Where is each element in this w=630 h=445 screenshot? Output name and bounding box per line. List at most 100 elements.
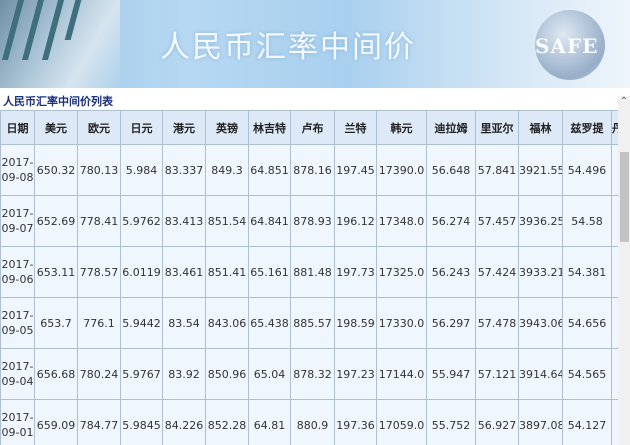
column-header: 英镑: [205, 110, 249, 145]
safe-logo: SAFE: [535, 10, 605, 80]
rate-cell: 880.9: [290, 399, 335, 445]
rate-cell: 878.16: [290, 144, 335, 196]
rate-cell: 56.243: [426, 246, 476, 298]
column-header: 美元: [34, 110, 78, 145]
rate-cell: 57.478: [475, 297, 519, 349]
rate-cell: 54.127: [562, 399, 612, 445]
column-header: 迪拉姆: [426, 110, 476, 145]
column-header: 兰特: [334, 110, 377, 145]
rate-cell: 653.7: [34, 297, 78, 349]
table-row: 2017-09-06 653.11 778.57 6.0119 83.461 851.41…: [0, 246, 618, 298]
table-row: 2017-09-01 659.09 784.77 5.9845 84.226 852.28…: [0, 399, 618, 445]
rate-cell: 5.9845: [120, 399, 163, 445]
column-header: 里亚尔: [475, 110, 519, 145]
rate-cell: 653.11: [34, 246, 78, 298]
rate-cell: 778.57: [77, 246, 121, 298]
rate-cell: 849.3: [205, 144, 249, 196]
building-image: [0, 0, 120, 88]
rate-cell: 197.73: [334, 246, 377, 298]
rate-cell: 197.45: [334, 144, 377, 196]
rate-cell: 5.984: [120, 144, 163, 196]
rate-cell: 17059.0: [376, 399, 427, 445]
rate-cell: 6.0119: [120, 246, 163, 298]
chevron-up-icon[interactable]: ⌃: [619, 96, 629, 107]
rate-cell: 3933.21: [518, 246, 563, 298]
table-row: 2017-09-08 650.32 780.13 5.984 83.337 849.3 64…: [0, 144, 618, 196]
rate-cell: 83.461: [162, 246, 206, 298]
column-header: 日元: [120, 110, 163, 145]
page-title: 人民币汇率中间价: [160, 30, 416, 65]
rate-cell: 881.48: [290, 246, 335, 298]
rate-cell: 17390.0: [376, 144, 427, 196]
rate-cell: 843.06: [205, 297, 249, 349]
rate-cell: 197.23: [334, 348, 377, 400]
rate-cell: 83.337: [162, 144, 206, 196]
rate-cell: 54.565: [562, 348, 612, 400]
rate-cell: 65.04: [248, 348, 291, 400]
column-header: 韩元: [376, 110, 427, 145]
rates-table-container: 日期美元欧元日元港元英镑林吉特卢布兰特韩元迪拉姆里亚尔福林兹罗提丹麦克朗 201…: [0, 110, 618, 445]
date-cell: 2017-09-04: [0, 348, 35, 400]
rate-cell: 5.9442: [120, 297, 163, 349]
rate-cell: 3943.06: [518, 297, 563, 349]
rate-cell: 656.68: [34, 348, 78, 400]
rate-cell: 57.424: [475, 246, 519, 298]
date-cell: 2017-09-08: [0, 144, 35, 196]
rate-cell: 94: [611, 399, 618, 445]
date-cell: 2017-09-06: [0, 246, 35, 298]
rate-cell: 659.09: [34, 399, 78, 445]
rate-cell: 55.947: [426, 348, 476, 400]
date-cell: 2017-09-01: [0, 399, 35, 445]
rate-cell: 650.32: [34, 144, 78, 196]
table-header-row: 日期美元欧元日元港元英镑林吉特卢布兰特韩元迪拉姆里亚尔福林兹罗提丹麦克朗: [0, 110, 618, 145]
rates-table: 日期美元欧元日元港元英镑林吉特卢布兰特韩元迪拉姆里亚尔福林兹罗提丹麦克朗 201…: [0, 110, 618, 445]
rate-cell: 83.54: [162, 297, 206, 349]
rate-cell: 55.752: [426, 399, 476, 445]
rate-cell: 56.927: [475, 399, 519, 445]
rate-cell: 17348.0: [376, 195, 427, 247]
column-header: 日期: [0, 110, 35, 145]
rate-cell: 3914.64: [518, 348, 563, 400]
rate-cell: 784.77: [77, 399, 121, 445]
rate-cell: 57.121: [475, 348, 519, 400]
date-cell: 2017-09-05: [0, 297, 35, 349]
column-header: 港元: [162, 110, 206, 145]
scrollbar-thumb[interactable]: [620, 152, 629, 242]
rate-cell: 65.438: [248, 297, 291, 349]
rate-cell: 780.24: [77, 348, 121, 400]
rate-cell: 57.457: [475, 195, 519, 247]
date-cell: 2017-09-07: [0, 195, 35, 247]
rate-cell: 64.841: [248, 195, 291, 247]
rate-cell: 198.59: [334, 297, 377, 349]
rate-cell: 850.96: [205, 348, 249, 400]
rate-cell: 65.161: [248, 246, 291, 298]
rate-cell: 64.81: [248, 399, 291, 445]
rate-cell: 3936.25: [518, 195, 563, 247]
rate-cell: 780.13: [77, 144, 121, 196]
rate-cell: 83.92: [162, 348, 206, 400]
rate-cell: 776.1: [77, 297, 121, 349]
rate-cell: 878.93: [290, 195, 335, 247]
vertical-scrollbar[interactable]: ⌃: [618, 96, 630, 445]
rate-cell: 56.274: [426, 195, 476, 247]
rate-cell: 54.58: [562, 195, 612, 247]
rate-cell: 54.656: [562, 297, 612, 349]
rate-cell: 17144.0: [376, 348, 427, 400]
rate-cell: 17330.0: [376, 297, 427, 349]
rate-cell: 5.9762: [120, 195, 163, 247]
rate-cell: 878.32: [290, 348, 335, 400]
table-row: 2017-09-05 653.7 776.1 5.9442 83.54 843.06 65.…: [0, 297, 618, 349]
table-row: 2017-09-04 656.68 780.24 5.9767 83.92 850.96 6…: [0, 348, 618, 400]
rate-cell: 54.496: [562, 144, 612, 196]
rate-cell: 3897.08: [518, 399, 563, 445]
table-row: 2017-09-07 652.69 778.41 5.9762 83.413 851.54…: [0, 195, 618, 247]
rate-cell: 778.41: [77, 195, 121, 247]
rate-cell: 5.9767: [120, 348, 163, 400]
rate-cell: 56.648: [426, 144, 476, 196]
rate-cell: 885.57: [290, 297, 335, 349]
rate-cell: 57.841: [475, 144, 519, 196]
column-header: 福林: [518, 110, 563, 145]
rate-cell: 851.54: [205, 195, 249, 247]
column-header: 林吉特: [248, 110, 291, 145]
rate-cell: 652.69: [34, 195, 78, 247]
